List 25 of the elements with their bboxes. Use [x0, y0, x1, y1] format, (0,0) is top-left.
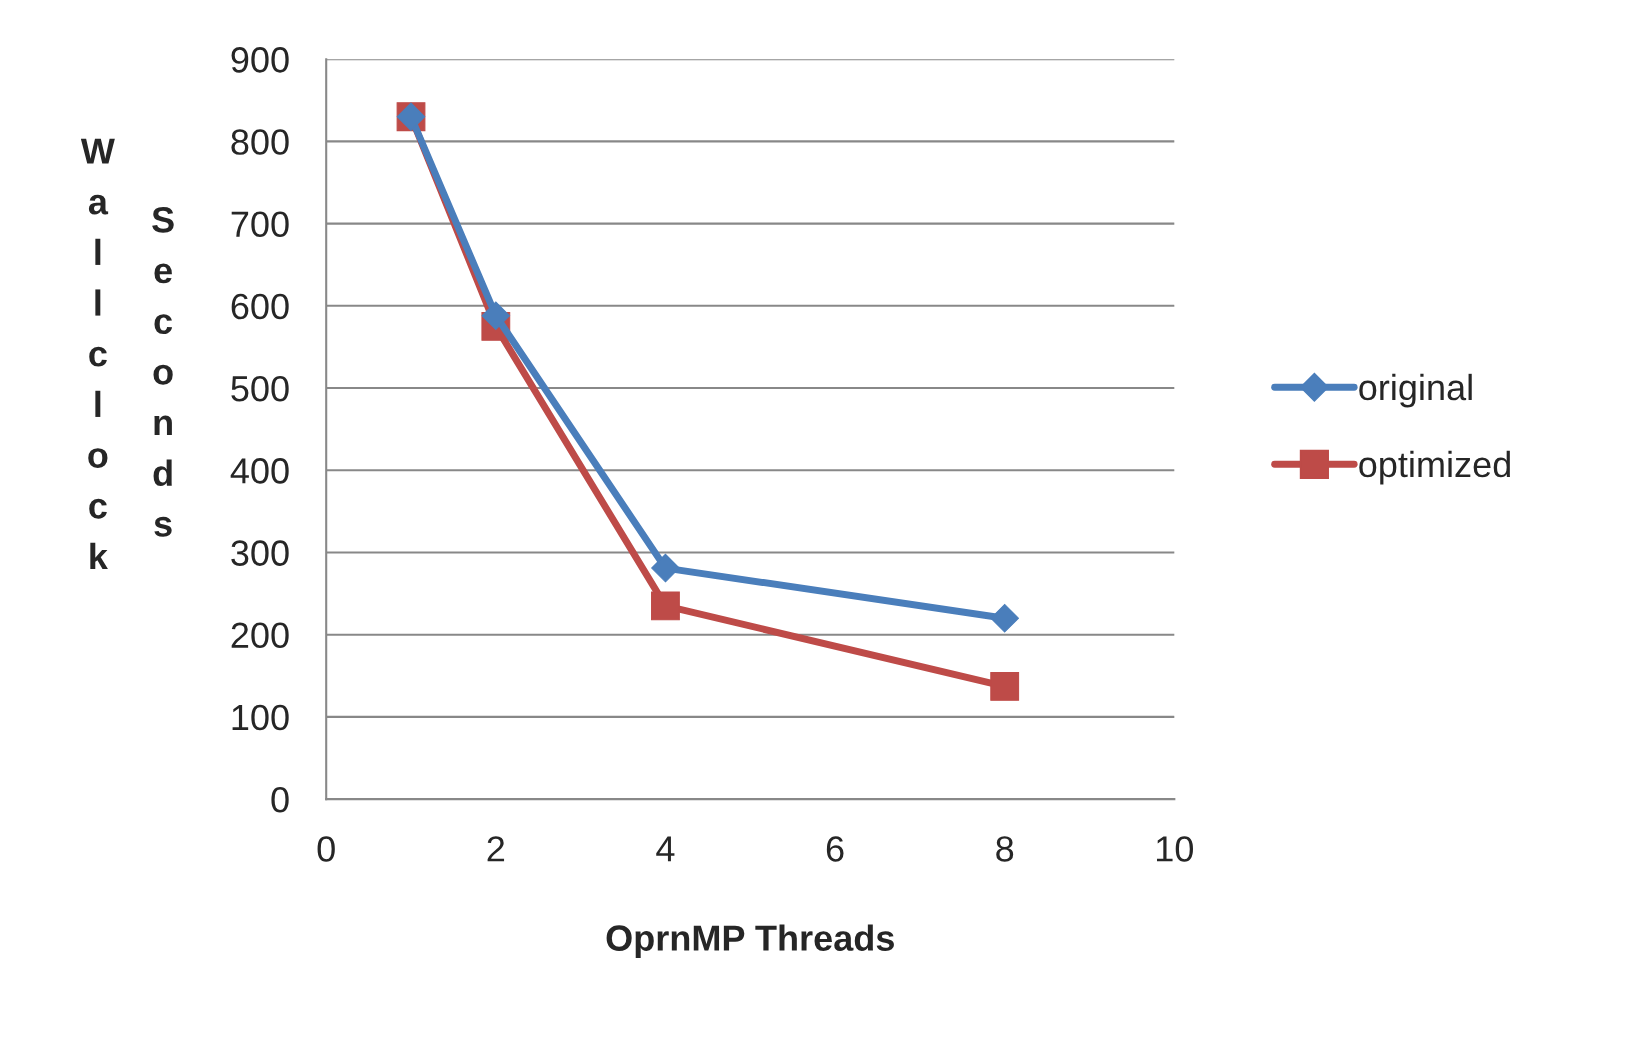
legend-label: optimized	[1359, 450, 1510, 485]
x-tick-label: 10	[1156, 836, 1193, 862]
y-tick-label: 700	[231, 211, 289, 238]
point	[651, 591, 680, 621]
x-tick-label: 2	[487, 836, 505, 862]
y-tick-label: 100	[232, 704, 289, 731]
legend-label: original	[1359, 373, 1472, 408]
y-tick-label: 300	[231, 540, 289, 566]
point	[990, 672, 1020, 701]
point	[990, 603, 1019, 633]
x-tick-label: 4	[656, 836, 675, 862]
y-tick-label: 800	[231, 129, 289, 155]
y-tick-label: 0	[271, 786, 289, 813]
text: Wallclock Seconds	[80, 138, 174, 569]
y-tick-label: 500	[231, 375, 289, 402]
x-tick-label: 8	[996, 836, 1014, 862]
y-tick-label: 400	[230, 458, 289, 484]
y-tick-label: 600	[231, 293, 289, 320]
y-tick-label: 200	[231, 622, 289, 649]
x-tick-label: 6	[826, 836, 844, 862]
point	[481, 301, 511, 330]
point	[651, 553, 680, 583]
y-tick-label: 900	[231, 47, 289, 73]
x-axis-title: OprnMP Threads	[606, 924, 894, 959]
x-tick-label: 0	[317, 836, 335, 862]
